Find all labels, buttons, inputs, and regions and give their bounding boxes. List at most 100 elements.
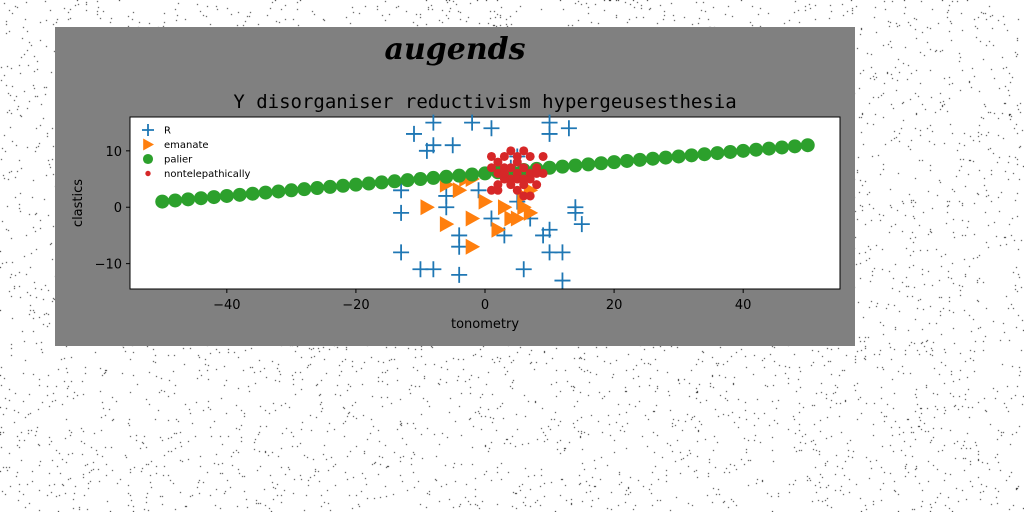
data-point bbox=[800, 138, 815, 153]
data-point bbox=[470, 182, 487, 199]
data-point bbox=[465, 167, 480, 182]
data-point bbox=[464, 114, 481, 131]
data-point bbox=[400, 173, 415, 188]
data-point bbox=[425, 261, 442, 278]
series-nontelepathically bbox=[486, 146, 548, 201]
legend-entry-nontelepathically: nontelepathically bbox=[145, 169, 250, 180]
data-point bbox=[393, 244, 410, 261]
data-point bbox=[478, 193, 493, 210]
data-point bbox=[245, 186, 260, 201]
x-tick-label: 20 bbox=[606, 298, 623, 313]
data-point bbox=[284, 183, 299, 198]
data-point bbox=[509, 193, 526, 210]
data-point bbox=[762, 141, 776, 156]
data-point bbox=[336, 178, 350, 193]
data-point bbox=[607, 155, 622, 170]
data-point bbox=[181, 192, 196, 207]
data-point bbox=[425, 137, 442, 154]
data-point bbox=[532, 168, 542, 178]
data-point bbox=[535, 227, 552, 244]
figure-suptitle: augends bbox=[385, 32, 526, 67]
data-point bbox=[710, 146, 725, 161]
data-point bbox=[444, 137, 461, 154]
data-point bbox=[499, 168, 509, 178]
data-point bbox=[232, 187, 247, 202]
legend-marker bbox=[142, 124, 154, 136]
x-tick-label: −20 bbox=[342, 298, 369, 313]
data-point bbox=[787, 139, 802, 154]
data-point bbox=[155, 194, 170, 209]
data-point bbox=[581, 157, 596, 172]
data-point bbox=[519, 146, 529, 156]
data-point bbox=[374, 175, 389, 190]
data-point bbox=[525, 151, 535, 161]
data-point bbox=[506, 180, 516, 190]
axis-ticks: −40 −20 0 20 40 −10 0 10 bbox=[95, 145, 752, 313]
data-point bbox=[671, 149, 686, 164]
data-point bbox=[560, 120, 577, 137]
data-point bbox=[413, 172, 428, 187]
y-axis-label: clastics bbox=[71, 179, 86, 227]
legend-label: nontelepathically bbox=[164, 169, 250, 180]
chart-title: Y disorganiser reductivism hypergeusesth… bbox=[233, 91, 736, 113]
data-point bbox=[749, 142, 764, 157]
plot-marks bbox=[155, 114, 815, 289]
y-tick-label: 0 bbox=[114, 201, 122, 216]
data-point bbox=[393, 182, 410, 199]
data-point bbox=[515, 261, 532, 278]
data-point bbox=[486, 151, 496, 161]
data-point bbox=[452, 182, 468, 199]
x-axis-label: tonometry bbox=[451, 317, 519, 332]
data-point bbox=[491, 221, 506, 238]
data-point bbox=[554, 244, 571, 261]
legend-entry-palier: palier bbox=[142, 153, 193, 166]
data-point bbox=[451, 238, 468, 255]
data-point bbox=[493, 157, 503, 167]
data-point bbox=[361, 176, 376, 191]
data-point bbox=[512, 185, 522, 195]
data-point bbox=[525, 174, 535, 184]
data-point bbox=[406, 125, 422, 142]
data-point bbox=[310, 181, 325, 196]
data-point bbox=[512, 151, 522, 161]
data-point bbox=[541, 125, 558, 142]
data-point bbox=[483, 210, 500, 227]
data-point bbox=[519, 163, 529, 173]
data-point bbox=[323, 179, 338, 194]
data-point bbox=[632, 152, 647, 167]
data-point bbox=[483, 120, 500, 137]
data-point bbox=[486, 185, 496, 195]
data-point bbox=[465, 210, 481, 227]
data-point bbox=[387, 174, 402, 189]
data-point bbox=[486, 163, 496, 173]
data-point bbox=[271, 184, 286, 199]
y-tick-label: 10 bbox=[105, 145, 122, 160]
data-point bbox=[684, 148, 699, 163]
data-point bbox=[425, 114, 442, 131]
data-point bbox=[506, 146, 516, 156]
y-tick-label: −10 bbox=[95, 258, 122, 273]
data-point bbox=[258, 185, 273, 200]
data-point bbox=[493, 185, 503, 195]
data-point bbox=[451, 266, 468, 283]
data-point bbox=[506, 163, 516, 173]
data-point bbox=[206, 190, 221, 205]
data-point bbox=[168, 193, 183, 208]
data-point bbox=[538, 168, 548, 178]
data-point bbox=[510, 210, 526, 227]
data-point bbox=[568, 158, 583, 173]
data-point bbox=[519, 191, 529, 201]
data-point bbox=[439, 216, 455, 233]
data-point bbox=[736, 143, 751, 158]
data-point bbox=[497, 199, 513, 216]
data-point bbox=[620, 153, 634, 168]
data-point bbox=[645, 151, 660, 166]
data-point bbox=[567, 204, 584, 221]
legend-marker bbox=[143, 138, 154, 151]
data-point bbox=[438, 199, 455, 216]
data-point bbox=[658, 150, 673, 165]
data-point bbox=[723, 144, 738, 159]
data-point bbox=[538, 151, 548, 161]
